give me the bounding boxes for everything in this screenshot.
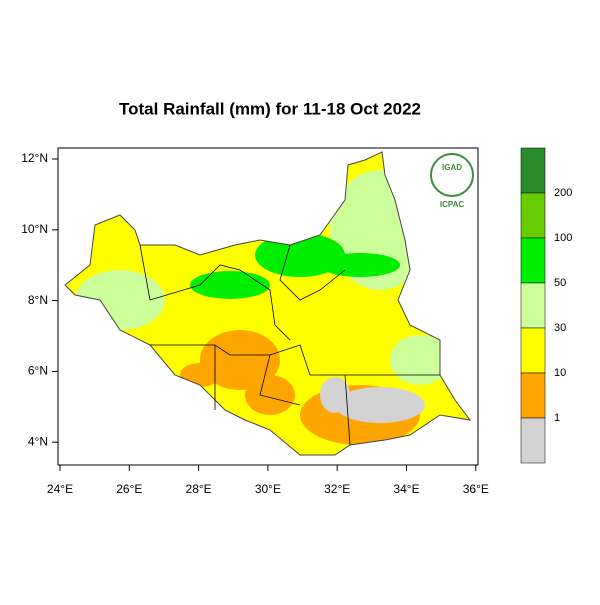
colorbar-bin — [520, 327, 546, 374]
colorbar-bin — [520, 237, 546, 284]
x-tick-label: 32°E — [324, 482, 350, 496]
colorbar: 200 100 50 30 10 1 — [520, 147, 572, 464]
y-tick-label: 6°N — [28, 364, 48, 378]
x-tick-label: 34°E — [393, 482, 419, 496]
colorbar-label: 10 — [554, 367, 566, 379]
y-tick-label: 10°N — [21, 222, 48, 236]
colorbar-bin — [520, 417, 546, 464]
colorbar-label: 50 — [554, 277, 566, 289]
state-borders — [139, 244, 440, 446]
x-tick-label: 30°E — [255, 482, 281, 496]
x-tick-label: 28°E — [186, 482, 212, 496]
colorbar-label: 200 — [554, 187, 572, 199]
y-tick-label: 12°N — [21, 151, 48, 165]
axes: 24°E 26°E 28°E 30°E 32°E 34°E 36°E 12°N 10°N 8°N 6… — [21, 151, 489, 496]
colorbar-bin — [520, 147, 546, 194]
title: Total Rainfall (mm) for 11-18 Oct 2022 — [119, 99, 421, 118]
colorbar-bin — [520, 282, 546, 329]
colorbar-label: 1 — [554, 412, 560, 424]
logo: IGAD ICPAC — [430, 153, 474, 209]
y-tick-label: 8°N — [28, 293, 48, 307]
rainfall-field — [65, 152, 470, 455]
x-tick-label: 24°E — [47, 482, 73, 496]
colorbar-bin — [520, 192, 546, 239]
colorbar-label: 30 — [554, 322, 566, 334]
colorbar-bin — [520, 372, 546, 419]
x-tick-label: 36°E — [463, 482, 489, 496]
colorbar-label: 100 — [554, 232, 572, 244]
y-tick-label: 4°N — [28, 434, 48, 448]
x-tick-label: 26°E — [116, 482, 142, 496]
logo-text: ICPAC — [440, 200, 465, 209]
logo-text: IGAD — [442, 163, 462, 172]
